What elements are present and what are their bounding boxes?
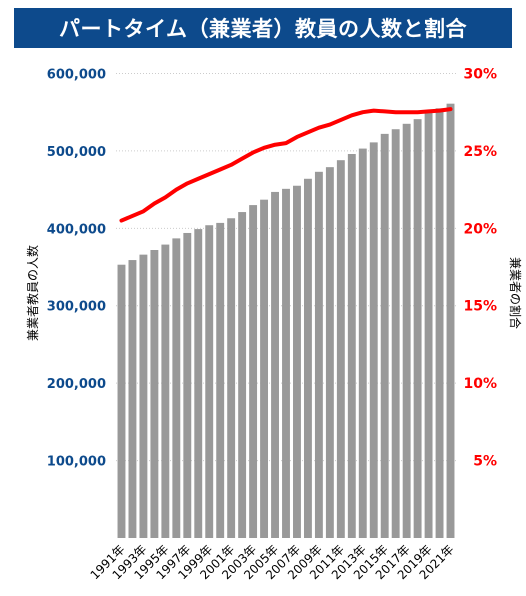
left-tick-label: 100,000 — [47, 455, 106, 470]
right-tick-label: 20% — [463, 221, 497, 237]
bar — [435, 108, 444, 539]
bar — [271, 191, 279, 538]
bar — [139, 254, 148, 539]
bar — [325, 167, 334, 538]
right-tick-label: 25% — [463, 144, 497, 160]
bar — [172, 238, 181, 539]
x-axis-ticks: 1991年1993年1995年1997年1999年2001年2003年2005年… — [88, 542, 457, 582]
right-tick-label: 30% — [463, 66, 497, 82]
bar — [358, 148, 367, 539]
bar — [128, 260, 137, 538]
bar — [117, 264, 126, 538]
left-axis-ticks: 100,000 200,000 300,000 400,000 500,000 600,0… — [47, 67, 106, 469]
bar — [238, 212, 247, 538]
bar — [446, 103, 455, 538]
bar — [336, 160, 345, 538]
right-tick-label: 5% — [473, 454, 497, 470]
bar — [402, 123, 411, 538]
bar — [314, 171, 323, 538]
bar — [227, 218, 236, 539]
right-tick-label: 10% — [463, 376, 497, 392]
bar — [183, 232, 192, 538]
left-tick-label: 300,000 — [47, 300, 106, 315]
bar — [194, 229, 203, 538]
left-axis-label: 兼業者教員の人数 — [25, 245, 40, 341]
bar — [249, 205, 258, 538]
line-series — [119, 107, 453, 223]
bar — [293, 185, 301, 538]
bar — [380, 133, 389, 538]
bar — [150, 250, 159, 538]
left-tick-label: 600,000 — [47, 67, 106, 82]
right-axis-ticks: 5% 10% 15% 20% 25% 30% — [463, 66, 497, 469]
bar — [413, 119, 422, 539]
right-axis-label: 兼業者の割合 — [508, 257, 523, 329]
bar — [369, 142, 378, 539]
bar — [303, 178, 312, 538]
bar — [282, 188, 290, 538]
left-tick-label: 200,000 — [47, 377, 106, 392]
right-tick-label: 15% — [463, 299, 497, 315]
bar — [347, 154, 356, 538]
bar — [161, 244, 170, 539]
bar — [205, 225, 214, 538]
chart-title: パートタイム（兼業者）教員の人数と割合 — [14, 8, 512, 48]
left-tick-label: 400,000 — [47, 222, 106, 237]
bar — [216, 222, 225, 538]
left-tick-label: 500,000 — [47, 145, 106, 160]
bar-series — [117, 103, 455, 539]
bar — [424, 112, 433, 538]
bar — [260, 199, 269, 538]
bar — [391, 129, 400, 538]
